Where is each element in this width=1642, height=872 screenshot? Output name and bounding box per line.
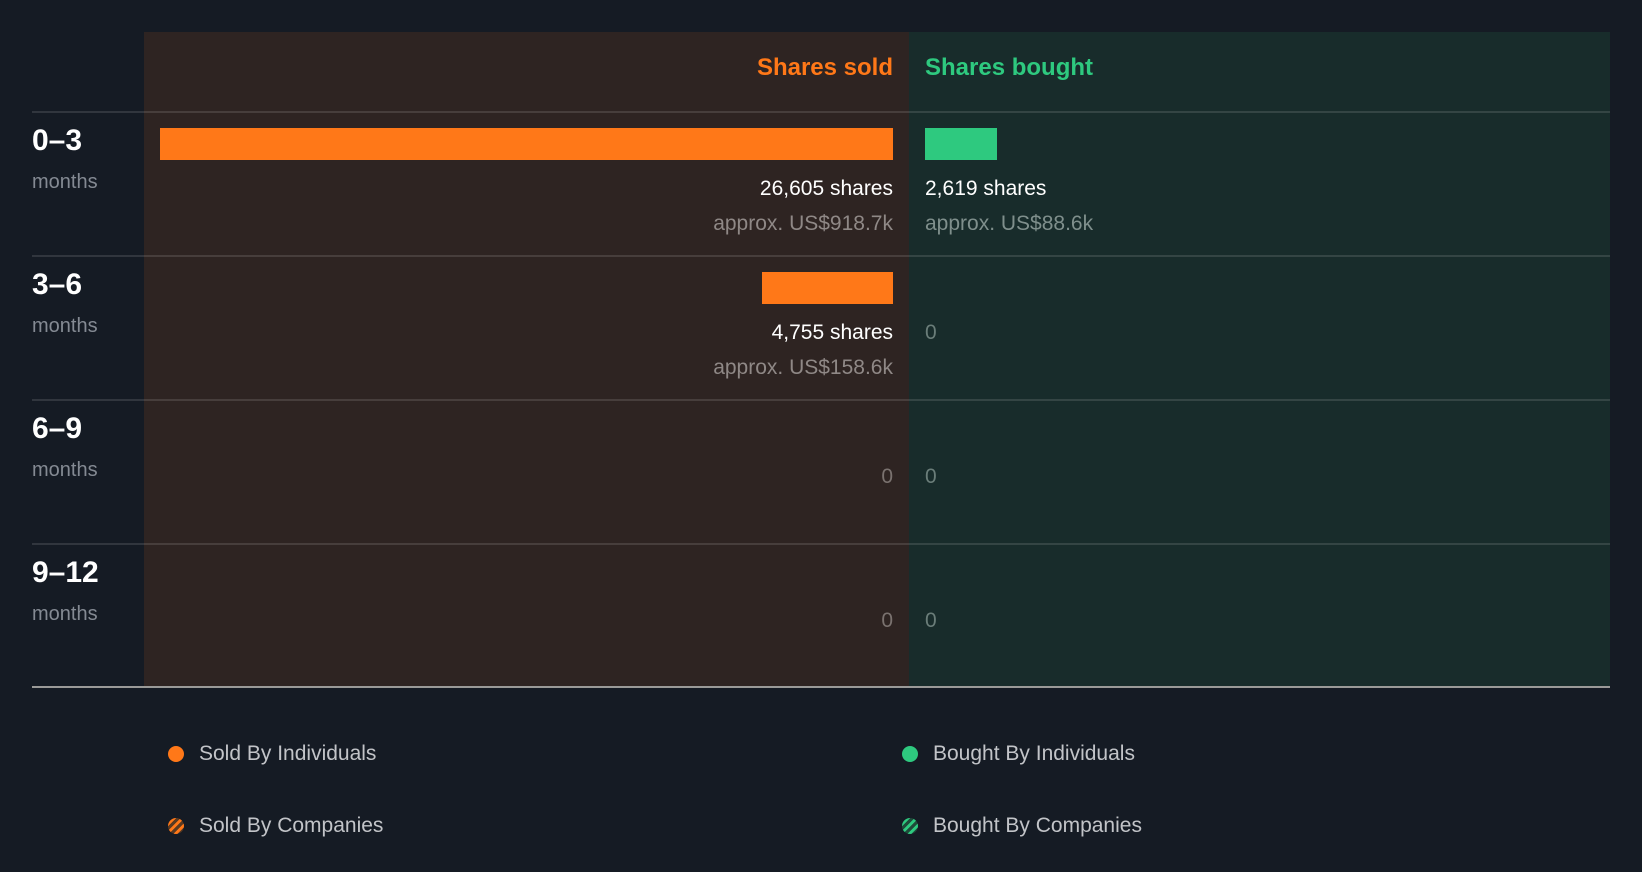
sold-shares-value: 26,605 shares [759, 177, 893, 200]
row-range-label: 0–3 [32, 124, 83, 157]
table-row-6-9-months: 6–9 months 0 0 [0, 400, 1642, 544]
bought-zero-value: 0 [925, 465, 937, 488]
legend-label: Sold By Companies [199, 814, 384, 837]
row-range-label: 6–9 [32, 412, 83, 445]
bought-bar[interactable] [925, 128, 997, 160]
row-unit-label: months [32, 459, 98, 481]
sold-approx-value: approx. US$918.7k [713, 212, 893, 235]
legend-sold-by-companies[interactable]: Sold By Companies [168, 814, 383, 838]
sold-bar[interactable] [160, 128, 893, 160]
shares-sold-heading: Shares sold [756, 54, 893, 81]
sold-shares-value: 4,755 shares [771, 321, 893, 344]
bought-approx-value: approx. US$88.6k [925, 212, 1094, 235]
sold-bar[interactable] [762, 272, 893, 304]
bought-zero-value: 0 [925, 609, 937, 632]
header-divider [32, 111, 1610, 113]
chart-baseline [32, 686, 1610, 688]
row-unit-label: months [32, 603, 98, 625]
table-row-9-12-months: 9–12 months 0 0 [0, 544, 1642, 688]
striped-orange-dot-icon [168, 818, 184, 834]
table-row-3-6-months: 3–6 months 4,755 shares approx. US$158.6… [0, 256, 1642, 400]
striped-green-dot-icon [902, 818, 918, 834]
sold-approx-value: approx. US$158.6k [713, 356, 893, 379]
row-unit-label: months [32, 171, 98, 193]
row-range-label: 3–6 [32, 268, 83, 301]
legend-label: Bought By Companies [933, 814, 1142, 837]
bought-shares-value: 2,619 shares [925, 177, 1047, 200]
solid-green-dot-icon [902, 746, 918, 762]
row-divider [32, 543, 1610, 545]
sold-zero-value: 0 [881, 465, 893, 488]
legend-label: Bought By Individuals [933, 742, 1135, 765]
row-unit-label: months [32, 315, 98, 337]
solid-orange-dot-icon [168, 746, 184, 762]
legend-label: Sold By Individuals [199, 742, 377, 765]
sold-zero-value: 0 [881, 609, 893, 632]
row-divider [32, 399, 1610, 401]
row-range-label: 9–12 [32, 556, 99, 589]
bought-zero-value: 0 [925, 321, 937, 344]
shares-bought-column [909, 32, 1610, 686]
legend-bought-by-individuals[interactable]: Bought By Individuals [902, 742, 1135, 766]
row-divider [32, 255, 1610, 257]
table-row-0-3-months: 0–3 months 26,605 shares approx. US$918.… [0, 112, 1642, 256]
legend-bought-by-companies[interactable]: Bought By Companies [902, 814, 1142, 838]
shares-bought-heading: Shares bought [925, 54, 1094, 81]
legend-sold-by-individuals[interactable]: Sold By Individuals [168, 742, 376, 766]
